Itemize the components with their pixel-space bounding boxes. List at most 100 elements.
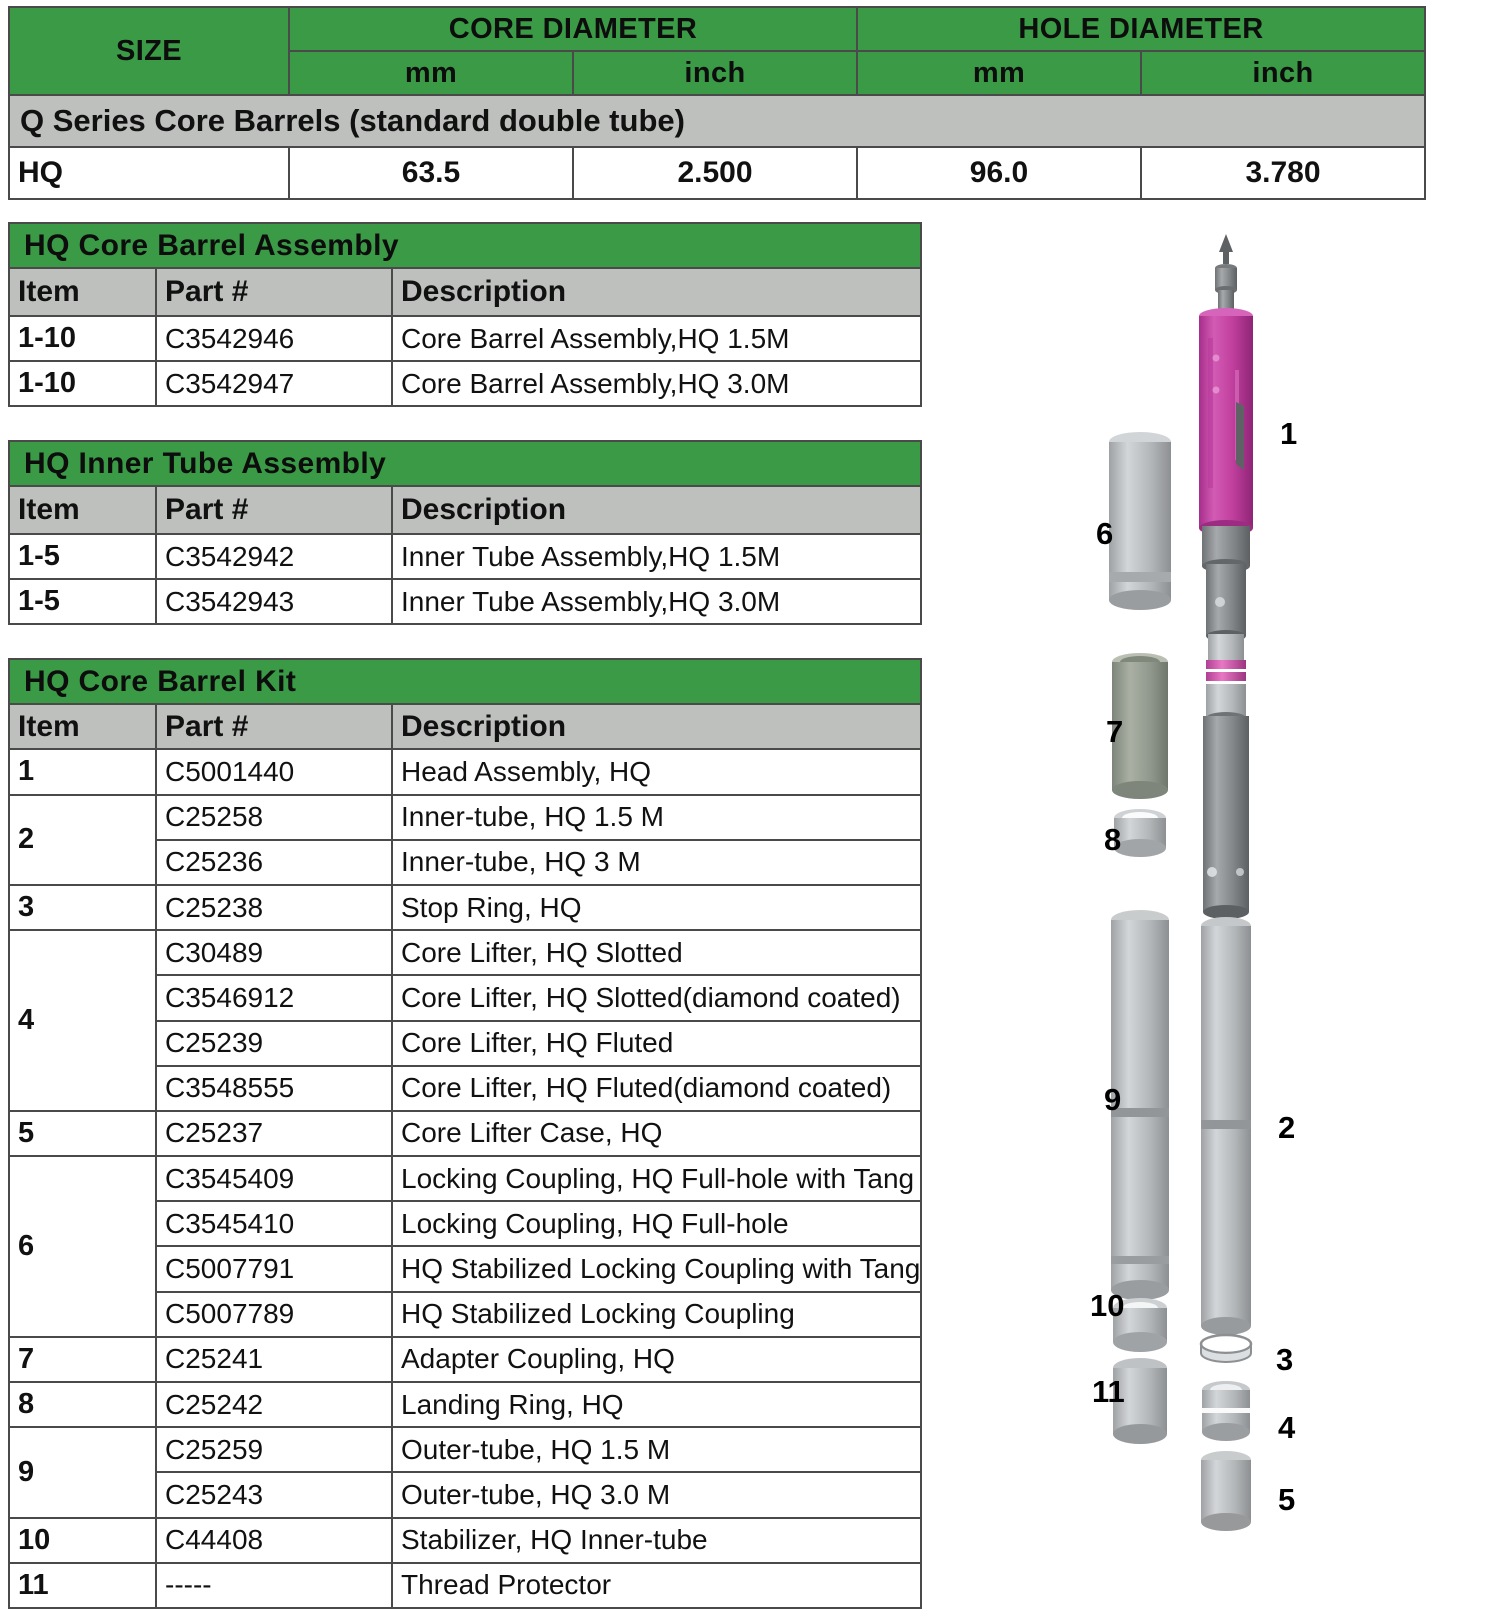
- diagram-callout-2: 2: [1278, 1110, 1296, 1145]
- diagram-callout-7: 7: [1106, 714, 1124, 749]
- inner-tube-assembly-title: HQ Inner Tube Assembly: [8, 440, 922, 487]
- cell-item: 3: [8, 883, 157, 932]
- cell-description: HQ Stabilized Locking Coupling: [391, 1290, 922, 1338]
- cell-description: Core Lifter, HQ Slotted: [391, 929, 922, 977]
- diagram-callout-1: 1: [1280, 416, 1298, 451]
- table-row: C3548555 Core Lifter, HQ Fluted(diamond c…: [9, 1064, 922, 1112]
- core-barrel-assembly-title: HQ Core Barrel Assembly: [8, 222, 922, 269]
- part-core-lifter: [1202, 1381, 1250, 1441]
- table-row: 10 C44408 Stabilizer, HQ Inner-tube: [8, 1516, 922, 1564]
- spec-header-row-1: SIZE CORE DIAMETER HOLE DIAMETER: [8, 6, 1427, 96]
- table-row: C25236 Inner-tube, HQ 3 M: [9, 838, 922, 886]
- cell-description: Core Barrel Assembly,HQ 3.0M: [391, 360, 922, 407]
- cell-item: 2: [8, 793, 157, 886]
- cell-item: 11: [8, 1561, 157, 1609]
- cell-part: C44408: [155, 1516, 393, 1564]
- table-title-row: HQ Core Barrel Assembly: [8, 222, 922, 269]
- cell-description: Outer-tube, HQ 1.5 M: [391, 1426, 922, 1474]
- spec-header-core-diameter: CORE DIAMETER: [288, 6, 858, 52]
- spec-cell-hole-mm: 96.0: [856, 146, 1142, 200]
- cell-description: Core Lifter, HQ Fluted(diamond coated): [391, 1064, 922, 1112]
- cell-description: Stabilizer, HQ Inner-tube: [391, 1516, 922, 1564]
- table-row: C25243 Outer-tube, HQ 3.0 M: [9, 1471, 922, 1519]
- cell-part: C25259: [155, 1426, 393, 1474]
- column-header-part: Part #: [155, 703, 393, 751]
- core-barrel-kit-table: HQ Core Barrel Kit Item Part # Descripti…: [8, 657, 922, 1609]
- cell-part: C25238: [155, 883, 393, 932]
- spec-cell-size: HQ: [8, 146, 290, 200]
- diagram-callout-5: 5: [1278, 1482, 1296, 1517]
- table-row: 11 ----- Thread Protector: [8, 1561, 922, 1609]
- spec-cell-core-mm: 63.5: [288, 146, 574, 200]
- cell-description: Core Barrel Assembly,HQ 1.5M: [391, 315, 922, 362]
- spec-header-row-2: mm inch mm inch: [9, 50, 1427, 96]
- cell-description: Head Assembly, HQ: [391, 748, 922, 796]
- cell-item: 7: [8, 1335, 157, 1384]
- cell-part: C3542947: [155, 360, 393, 407]
- cell-item: 8: [8, 1380, 157, 1429]
- part-stabilizer: [1113, 1298, 1167, 1352]
- spec-table: SIZE CORE DIAMETER HOLE DIAMETER mm inch…: [7, 6, 1427, 200]
- cell-item: 4: [8, 929, 157, 1112]
- spec-cell-core-inch: 2.500: [572, 146, 858, 200]
- table-title-row: HQ Inner Tube Assembly: [8, 440, 922, 487]
- part-stop-ring: [1199, 1333, 1253, 1363]
- cell-description: Adapter Coupling, HQ: [391, 1335, 922, 1384]
- diagram-callout-4: 4: [1278, 1410, 1296, 1445]
- spec-cell-hole-inch: 3.780: [1139, 146, 1427, 200]
- cell-part: C3545410: [155, 1200, 393, 1248]
- column-header-part: Part #: [155, 267, 393, 317]
- part-outer-tube: [1111, 910, 1169, 1300]
- diagram-callout-3: 3: [1276, 1342, 1294, 1377]
- column-header-part: Part #: [155, 485, 393, 535]
- column-header-item: Item: [8, 485, 157, 535]
- column-header-item: Item: [8, 267, 157, 317]
- cell-description: Core Lifter Case, HQ: [391, 1109, 922, 1158]
- table-row: 7 C25241 Adapter Coupling, HQ: [8, 1335, 922, 1384]
- diagram-callout-10: 10: [1090, 1288, 1125, 1323]
- cell-part: C25243: [155, 1471, 393, 1519]
- table-row: 9 C25259 Outer-tube, HQ 1.5 M: [8, 1426, 922, 1519]
- cell-part: C5001440: [155, 748, 393, 796]
- cell-description: Inner-tube, HQ 3 M: [391, 838, 922, 886]
- inner-tube-assembly-table: HQ Inner Tube Assembly Item Part # Descr…: [8, 440, 922, 625]
- table-row: C5007791 HQ Stabilized Locking Coupling w…: [9, 1245, 922, 1293]
- spec-header-core-inch: inch: [572, 50, 858, 96]
- core-barrel-kit-title: HQ Core Barrel Kit: [8, 657, 922, 706]
- cell-description: Inner Tube Assembly,HQ 3.0M: [391, 578, 922, 625]
- cell-description: Thread Protector: [391, 1561, 922, 1609]
- cell-part: -----: [155, 1561, 393, 1609]
- table-row: 1 C5001440 Head Assembly, HQ: [8, 748, 922, 796]
- cell-part: C3545409: [155, 1155, 393, 1203]
- cell-item: 1-5: [8, 533, 157, 580]
- table-row: 1-10 C3542946 Core Barrel Assembly,HQ 1.…: [8, 315, 922, 362]
- part-landing-ring: [1114, 809, 1166, 857]
- cell-item: 1-10: [8, 315, 157, 362]
- cell-part: C25239: [155, 1019, 393, 1067]
- diagram-callout-9: 9: [1104, 1082, 1122, 1117]
- part-core-lifter-case: [1201, 1451, 1251, 1531]
- cell-description: Outer-tube, HQ 3.0 M: [391, 1471, 922, 1519]
- cell-item: 1-10: [8, 360, 157, 407]
- spec-header-hole-diameter: HOLE DIAMETER: [855, 6, 1427, 52]
- cell-part: C5007791: [155, 1245, 393, 1293]
- table-row: 2 C25258 Inner-tube, HQ 1.5 M: [8, 793, 922, 886]
- cell-description: Inner-tube, HQ 1.5 M: [391, 793, 922, 841]
- table-row: HQ 63.5 2.500 96.0 3.780: [8, 146, 1427, 200]
- part-thread-protector: [1113, 1358, 1167, 1444]
- table-row: C3545410 Locking Coupling, HQ Full-hole: [9, 1200, 922, 1248]
- table-row: 4 C30489 Core Lifter, HQ Slotted: [8, 929, 922, 1112]
- part-head-assembly: [1199, 234, 1253, 919]
- table-row: 6 C3545409 Locking Coupling, HQ Full-hole …: [8, 1155, 922, 1338]
- cell-part: C3546912: [155, 974, 393, 1022]
- cell-item: 6: [8, 1155, 157, 1338]
- exploded-assembly-diagram: 1 6 7 8 9 2 10 3 11 4 5: [1030, 220, 1500, 1620]
- cell-item: 5: [8, 1109, 157, 1158]
- cell-part: C3542943: [155, 578, 393, 625]
- table-row: C5007789 HQ Stabilized Locking Coupling: [9, 1290, 922, 1338]
- column-header-description: Description: [391, 703, 922, 751]
- cell-description: Inner Tube Assembly,HQ 1.5M: [391, 533, 922, 580]
- table-row: 3 C25238 Stop Ring, HQ: [8, 883, 922, 932]
- cell-part: C25236: [155, 838, 393, 886]
- cell-item: 1: [8, 748, 157, 796]
